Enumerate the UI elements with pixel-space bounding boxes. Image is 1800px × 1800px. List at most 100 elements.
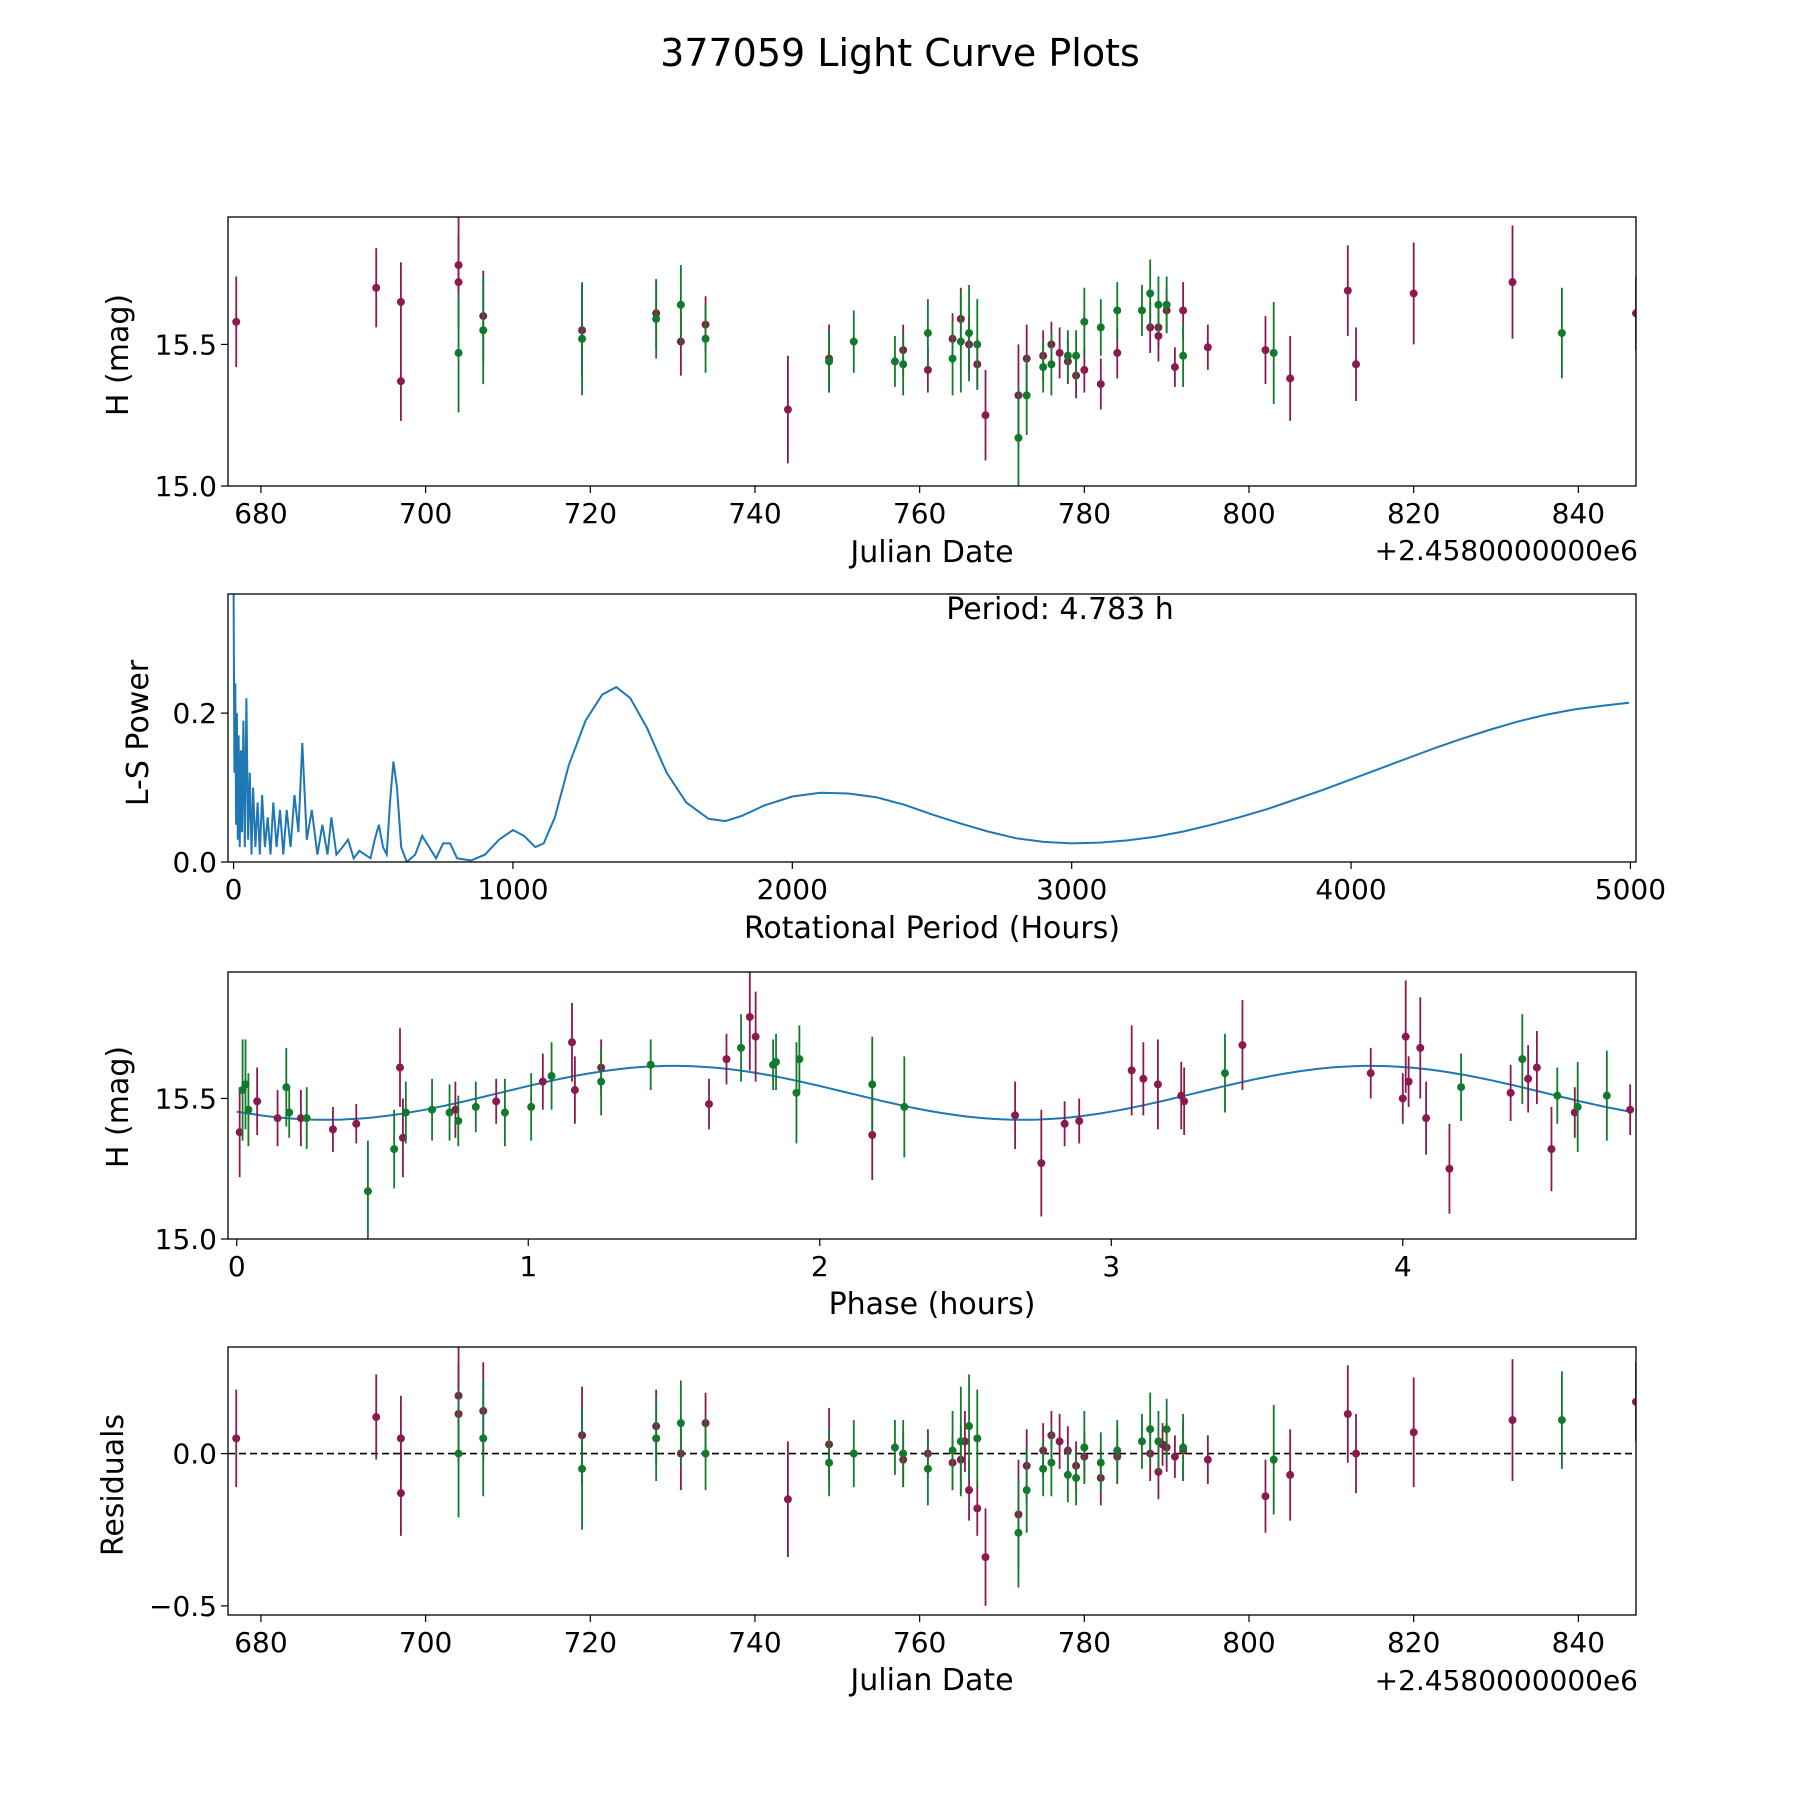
phased-data-point (241, 1080, 250, 1089)
phased-y-label: H (mag) (101, 1046, 136, 1168)
residuals-data-point (1409, 1428, 1418, 1437)
phased-data-point (235, 1128, 244, 1137)
lightcurve-data-point (923, 365, 932, 374)
panel-periodogram: Period: 4.783 h Rotational Period (Hours… (121, 592, 1666, 946)
phased-data-point (428, 1105, 437, 1114)
lightcurve-x-tick-label: 720 (564, 497, 617, 530)
residuals-frame (227, 1346, 1637, 1616)
lightcurve-data-point (890, 357, 899, 366)
phased-x-tick-label: 1 (519, 1250, 537, 1283)
lightcurve-data-point (396, 377, 405, 386)
phased-data-point (253, 1097, 262, 1106)
residuals-data-point (1146, 1425, 1155, 1434)
phased-data-point (302, 1114, 311, 1123)
phased-data-point (395, 1063, 404, 1072)
phased-data-point (1416, 1043, 1425, 1052)
residuals-data-point (232, 1434, 241, 1443)
lightcurve-data-point (948, 354, 957, 363)
phased-data-point (868, 1131, 877, 1140)
residuals-data-point (578, 1464, 587, 1473)
phased-data-point (751, 1032, 760, 1041)
phased-data-point (1445, 1164, 1454, 1173)
lightcurve-data-point (1039, 363, 1048, 372)
lightcurve-data-point (578, 334, 587, 343)
residuals-data-point (1162, 1425, 1171, 1434)
residuals-x-tick-label: 780 (1058, 1626, 1111, 1659)
lightcurve-data-point (1154, 300, 1163, 309)
phased-data-point (900, 1102, 909, 1111)
residuals-x-tick-label: 820 (1387, 1626, 1440, 1659)
periodogram-line (232, 594, 1630, 862)
periodogram-x-label: Rotational Period (Hours) (744, 911, 1120, 946)
phased-data-point (1532, 1063, 1541, 1072)
lightcurve-data-point (1179, 351, 1188, 360)
residuals-y-tick-label: −0.5 (149, 1590, 217, 1623)
periodogram-y-tick-label: 0.0 (172, 846, 217, 879)
lightcurve-data-point (899, 360, 908, 369)
phased-data-point (1401, 1032, 1410, 1041)
phased-x-tick-label: 0 (228, 1250, 246, 1283)
residuals-data-point (956, 1437, 965, 1446)
residuals-data-point (1170, 1452, 1179, 1461)
phased-series-filter-2 (238, 1014, 1611, 1239)
phased-data-point (328, 1125, 337, 1134)
phased-data-point (792, 1088, 801, 1097)
residuals-data-point (1096, 1458, 1105, 1467)
residuals-data-point (948, 1446, 957, 1455)
lightcurve-data-point (1508, 278, 1517, 287)
lightcurve-data-point (1352, 360, 1361, 369)
lightcurve-data-point (965, 329, 974, 338)
phased-data-point (244, 1105, 253, 1114)
lightcurve-data-point (956, 337, 965, 346)
residuals-data-point (981, 1553, 990, 1562)
residuals-data-point (1080, 1443, 1089, 1452)
phased-data-point (1506, 1088, 1515, 1097)
residuals-data-point (825, 1458, 834, 1467)
lightcurve-data-point (1113, 348, 1122, 357)
residuals-x-tick-label: 800 (1222, 1626, 1275, 1659)
phased-y-tick-label: 15.0 (155, 1223, 217, 1256)
lightcurve-series-filter-2 (454, 259, 1566, 486)
lightcurve-data-point (1170, 363, 1179, 372)
lightcurve-x-tick-label: 800 (1222, 497, 1275, 530)
lightcurve-offset-label: +2.4580000000e6 (1375, 534, 1638, 567)
phased-data-point (296, 1114, 305, 1123)
residuals-data-point (1039, 1464, 1048, 1473)
panel-lightcurve: +2.4580000000e6 Julian Date H (mag) 680 7… (101, 216, 1638, 570)
residuals-x-tick-label: 700 (399, 1626, 452, 1659)
lightcurve-data-point (1080, 317, 1089, 326)
lightcurve-data-point (1096, 380, 1105, 389)
phased-data-point (1573, 1102, 1582, 1111)
fit-curve (236, 1064, 1631, 1121)
residuals-data-point (1137, 1437, 1146, 1446)
phased-data-point (1060, 1119, 1069, 1128)
residuals-data-point (454, 1449, 463, 1458)
phased-data-point (868, 1080, 877, 1089)
lightcurve-x-tick-label: 680 (234, 497, 287, 530)
residuals-data-point (1055, 1437, 1064, 1446)
phased-data-point (1422, 1114, 1431, 1123)
residuals-data-point (973, 1504, 982, 1513)
lightcurve-data-point (783, 405, 792, 414)
lightcurve-x-tick-label: 700 (399, 497, 452, 530)
residuals-y-tick-label: 0.0 (172, 1438, 217, 1471)
residuals-data-point (1261, 1492, 1270, 1501)
phased-data-point (1011, 1111, 1020, 1120)
lightcurve-x-tick-label: 740 (728, 497, 781, 530)
phased-data-point (722, 1055, 731, 1064)
lightcurve-data-point (825, 357, 834, 366)
phased-data-point (363, 1187, 372, 1196)
residuals-data-point (1022, 1486, 1031, 1495)
periodogram-x-tick-label: 4000 (1315, 873, 1386, 906)
residuals-x-tick-label: 720 (564, 1626, 617, 1659)
residuals-data-point (372, 1413, 381, 1422)
residuals-data-point (701, 1449, 710, 1458)
residuals-data-point (1557, 1416, 1566, 1425)
residuals-data-point (396, 1434, 405, 1443)
lightcurve-data-point (1137, 306, 1146, 315)
phased-data-point (398, 1133, 407, 1142)
lightcurve-data-point (676, 300, 685, 309)
lightcurve-data-point (372, 283, 381, 292)
phased-data-point (772, 1057, 781, 1066)
phased-data-point (1457, 1083, 1466, 1092)
